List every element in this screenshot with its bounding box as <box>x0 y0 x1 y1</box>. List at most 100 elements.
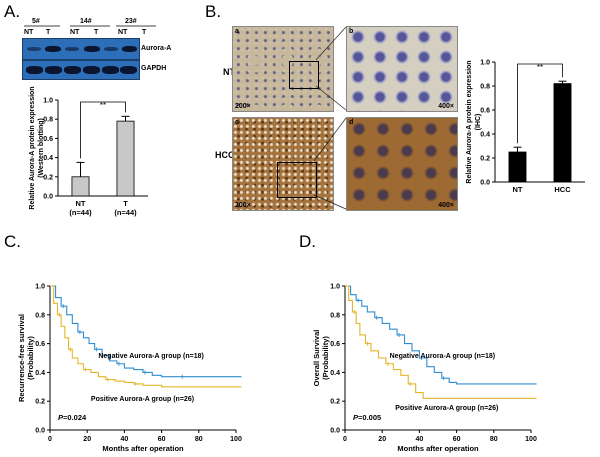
y-tick-label: 0.6 <box>480 108 490 115</box>
km-curve-negative <box>345 285 537 385</box>
zoom-box <box>289 61 319 89</box>
y-tick-label: 0.8 <box>330 312 340 319</box>
blot-gapdh <box>22 60 140 80</box>
x-tick-label: 80 <box>490 436 498 443</box>
x-axis-label: Months after operation <box>397 444 479 453</box>
band <box>64 66 81 74</box>
panel-a-letter: A. <box>4 2 21 21</box>
x-axis-label: Months after operation <box>102 444 184 453</box>
rfs-km-chart: 0.0 0.2 0.4 0.6 0.8 1.0 0 20 40 60 80 100 Months aft… <box>17 284 242 454</box>
y-axis-label: Overall Survival(Probability) <box>312 330 330 387</box>
lane-label: NT <box>118 29 128 36</box>
panel-b-letter: B. <box>205 2 222 21</box>
series-label: Positive Aurora-A group (n=26) <box>395 405 498 412</box>
x-category-label: T <box>123 199 128 208</box>
y-tick-label: 1.0 <box>43 98 53 105</box>
y-tick-label: 0.0 <box>35 428 45 435</box>
significance-label: ** <box>537 63 543 72</box>
subpanel-letter: c <box>235 119 239 126</box>
subpanel-letter: d <box>349 119 354 126</box>
lane-label: NT <box>70 29 80 36</box>
zoom-connector-lines <box>313 26 347 210</box>
os-km-chart: 0.0 0.2 0.4 0.6 0.8 1.0 0 20 40 60 80 100 Months aft… <box>312 284 537 454</box>
band <box>45 66 62 74</box>
x-tick-label: 100 <box>525 436 537 443</box>
x-category-label: HCC <box>554 185 571 194</box>
lane-label: T <box>94 29 99 36</box>
blot-aurora-a <box>22 38 140 60</box>
band <box>120 66 137 74</box>
band <box>45 46 61 52</box>
band <box>26 66 43 74</box>
y-tick-label: 1.0 <box>35 284 45 291</box>
y-tick-label: 0.4 <box>43 155 53 162</box>
y-axis-label: Relative Aurora-A protein expression (IHC… <box>466 60 482 183</box>
km-curve-negative <box>50 285 242 378</box>
sample-id-14: 14# <box>80 18 92 25</box>
y-tick-label: 0.4 <box>330 370 340 377</box>
significance-bracket <box>517 63 563 144</box>
x-tick-label: 40 <box>121 436 129 443</box>
band <box>122 46 137 52</box>
panel-c-letter: C. <box>4 232 21 251</box>
blot-header: 5# 14# 23# <box>22 18 172 34</box>
y-tick-label: 1.0 <box>330 284 340 291</box>
zoom-box <box>277 162 317 198</box>
blot-label-aurora-a: Aurora-A <box>141 45 172 52</box>
y-tick-label: 0.6 <box>35 341 45 348</box>
micrograph-hcc-400x: d 400× <box>346 117 458 211</box>
x-tick-label: 20 <box>378 436 386 443</box>
sample-id-5: 5# <box>32 18 40 25</box>
bar <box>508 151 527 183</box>
y-tick-label: 0.2 <box>43 174 53 181</box>
subpanel-letter: b <box>349 28 354 35</box>
y-tick-label: 0.0 <box>43 194 53 201</box>
p-value: P=0.024 <box>58 413 87 422</box>
y-tick-label: 0.8 <box>480 84 490 91</box>
y-tick-label: 0.0 <box>330 428 340 435</box>
magnification: 400× <box>438 103 454 110</box>
subpanel-letter: a <box>235 28 239 35</box>
panel-d-letter: D. <box>299 232 316 251</box>
x-tick-label: 60 <box>453 436 461 443</box>
km-curve-positive <box>50 285 242 388</box>
y-tick-label: 0.8 <box>43 117 53 124</box>
magnification: 400× <box>438 202 454 209</box>
sample-id-23: 23# <box>125 18 137 25</box>
x-tick-label: 100 <box>230 436 242 443</box>
y-tick-label: 0.6 <box>330 341 340 348</box>
series-label: Negative Aurora-A group (n=18) <box>390 353 495 360</box>
western-bar-chart: 0.00.20.40.60.81.0NT(n=44)T(n=44)**Relat… <box>29 86 148 217</box>
significance-label: ** <box>100 101 106 110</box>
y-tick-label: 0.0 <box>480 180 490 187</box>
band <box>104 47 118 51</box>
y-axis-label: Recurrence-free survival(Probability) <box>17 314 35 402</box>
x-tick-label: 0 <box>343 436 347 443</box>
band <box>84 46 100 52</box>
x-tick-label: 0 <box>48 436 52 443</box>
micrograph-nt-200x: a 200× <box>232 26 334 112</box>
y-axis-label: Relative Aurora-A protein expression (Wes… <box>29 86 45 209</box>
band <box>27 47 41 51</box>
blot-label-gapdh: GAPDH <box>141 65 167 72</box>
lane-label: NT <box>24 29 34 36</box>
lane-labels: NT T NT T NT T <box>22 29 172 39</box>
series-label: Negative Aurora-A group (n=18) <box>98 353 203 360</box>
x-tick-label: 40 <box>416 436 424 443</box>
sample-brackets <box>24 25 156 27</box>
y-tick-label: 0.2 <box>480 156 490 163</box>
lane-label: T <box>142 29 147 36</box>
p-value: P=0.005 <box>353 413 381 422</box>
y-tick-label: 0.2 <box>330 399 340 406</box>
x-tick-label: 60 <box>158 436 166 443</box>
band <box>102 66 119 74</box>
magnification: 200× <box>235 202 251 209</box>
micrograph-nt-400x: b 400× <box>346 26 458 112</box>
series-label: Positive Aurora-A group (n=26) <box>91 396 194 403</box>
micrograph-hcc-200x: c 200× <box>232 117 334 211</box>
x-category-sublabel: (n=44) <box>114 208 137 217</box>
band <box>83 66 100 74</box>
tissue-label-nt: NT <box>223 67 235 77</box>
y-tick-label: 1.0 <box>480 60 490 67</box>
y-tick-label: 0.4 <box>35 370 45 377</box>
